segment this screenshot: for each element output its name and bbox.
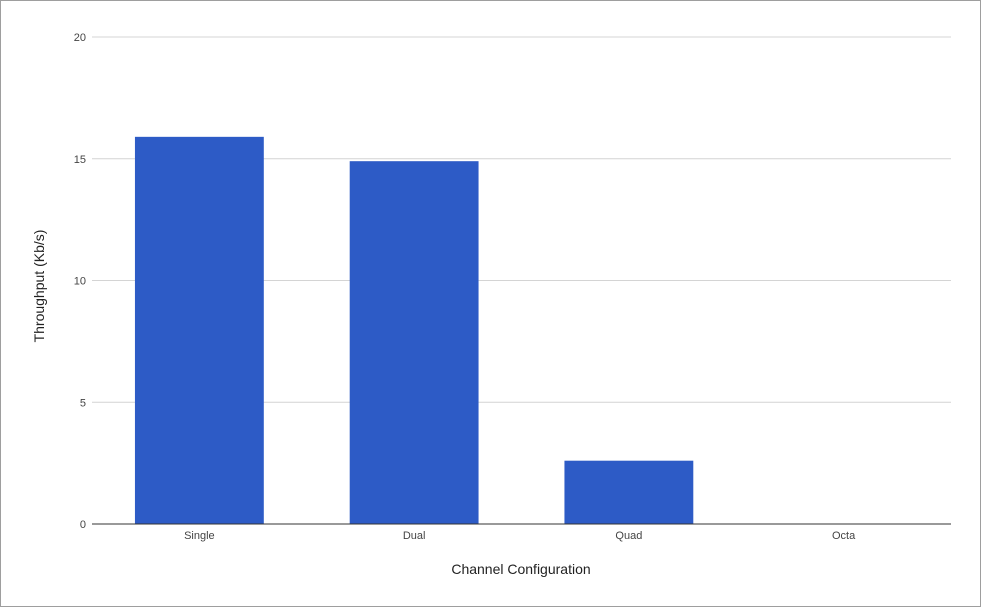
x-tick-label: Dual (403, 530, 426, 542)
x-tick-label: Octa (832, 530, 856, 542)
x-tick-label: Single (184, 530, 215, 542)
bars (134, 136, 694, 524)
y-tick-label: 0 (80, 519, 86, 531)
bar-quad (564, 460, 694, 524)
x-tick-label: Quad (615, 530, 642, 542)
axes: 0 5 10 15 20 Single Dual Quad Octa (74, 32, 951, 542)
y-axis-title: Throughput (Kb/s) (31, 230, 47, 343)
bar-dual (349, 161, 479, 524)
y-tick-label: 20 (74, 32, 86, 44)
y-tick-label: 10 (74, 276, 86, 288)
x-axis-title: Channel Configuration (451, 561, 590, 577)
y-tick-label: 15 (74, 154, 86, 166)
y-tick-label: 5 (80, 397, 86, 409)
bar-single (134, 136, 264, 524)
